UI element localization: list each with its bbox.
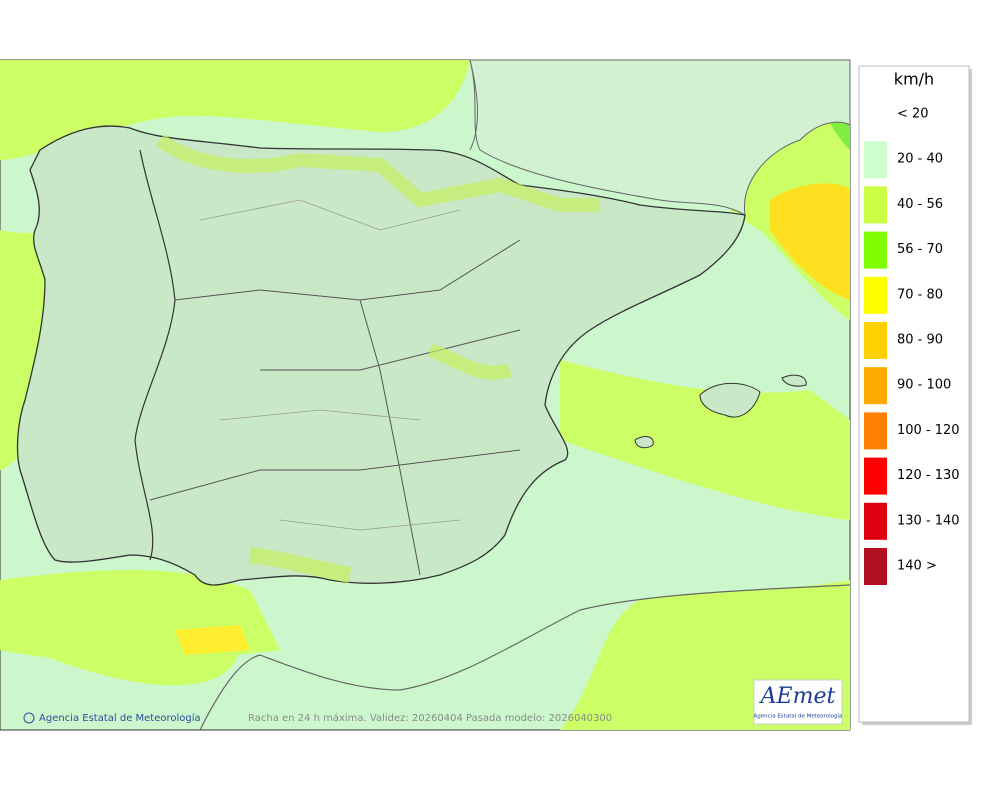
legend-swatch xyxy=(864,412,887,450)
map xyxy=(0,59,851,731)
footer: Agencia Estatal de Meteorología Racha en… xyxy=(23,712,612,724)
legend-swatch xyxy=(864,457,887,495)
legend-swatch xyxy=(864,322,887,359)
logo-name: AEmet xyxy=(759,684,836,709)
legend-swatch xyxy=(864,141,887,179)
legend-swatch xyxy=(864,276,887,314)
legend-label: 40 - 56 xyxy=(897,197,943,212)
legend: km/h < 20 20 - 40 40 - 56 56 - 70 70 - 80 80 … xyxy=(858,65,972,725)
legend-swatch xyxy=(864,231,887,269)
legend-label: 130 - 140 xyxy=(897,513,960,528)
legend-label: 20 - 40 xyxy=(897,152,943,167)
copyright-icon xyxy=(23,712,35,724)
legend-label: < 20 xyxy=(897,107,929,122)
caption: Racha en 24 h máxima. Validez: 20260404 … xyxy=(248,712,612,724)
legend-label: 100 - 120 xyxy=(897,423,960,438)
legend-label: 70 - 80 xyxy=(897,287,943,302)
legend-unit: km/h xyxy=(894,70,934,89)
legend-swatch xyxy=(864,502,887,540)
legend-label: 90 - 100 xyxy=(897,378,951,393)
legend-label: 140 > xyxy=(897,559,937,574)
logo-subtitle: Agencia Estatal de Meteorología xyxy=(754,713,843,720)
legend-label: 80 - 90 xyxy=(897,333,943,348)
legend-label: 120 - 130 xyxy=(897,468,960,483)
credit: Agencia Estatal de Meteorología xyxy=(39,712,201,724)
logo: AEmet Agencia Estatal de Meteorología xyxy=(753,679,843,725)
legend-swatch xyxy=(864,186,887,224)
legend-swatch xyxy=(864,367,887,405)
legend-label: 56 - 70 xyxy=(897,242,943,257)
legend-swatch xyxy=(864,548,887,585)
